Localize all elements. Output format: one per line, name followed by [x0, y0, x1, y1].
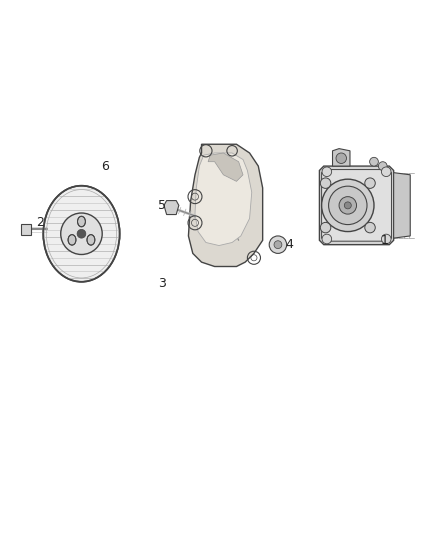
Polygon shape: [394, 173, 410, 238]
Ellipse shape: [61, 213, 102, 254]
Text: 2: 2: [36, 216, 44, 229]
Circle shape: [336, 153, 346, 164]
Polygon shape: [188, 144, 263, 266]
Text: 5: 5: [158, 199, 166, 212]
Circle shape: [321, 179, 374, 231]
Circle shape: [339, 197, 357, 214]
Circle shape: [381, 167, 391, 176]
Polygon shape: [321, 169, 392, 241]
Circle shape: [77, 229, 86, 238]
Text: 6: 6: [102, 159, 110, 173]
Circle shape: [322, 234, 332, 244]
Circle shape: [381, 234, 391, 244]
Circle shape: [320, 222, 331, 233]
Ellipse shape: [87, 235, 95, 245]
Ellipse shape: [43, 185, 120, 282]
Polygon shape: [319, 166, 394, 245]
Polygon shape: [195, 153, 252, 246]
Polygon shape: [21, 224, 31, 235]
Circle shape: [269, 236, 287, 253]
Polygon shape: [208, 153, 243, 181]
Text: 1: 1: [381, 234, 389, 247]
Circle shape: [365, 222, 375, 233]
Circle shape: [365, 178, 375, 188]
Circle shape: [320, 178, 331, 188]
Circle shape: [328, 186, 367, 224]
Circle shape: [344, 202, 351, 209]
Circle shape: [378, 161, 387, 171]
Polygon shape: [332, 149, 350, 166]
Ellipse shape: [68, 235, 76, 245]
Polygon shape: [164, 200, 179, 215]
Text: 4: 4: [285, 238, 293, 251]
Circle shape: [274, 241, 282, 248]
Circle shape: [370, 157, 378, 166]
Ellipse shape: [78, 216, 85, 227]
Text: 3: 3: [158, 278, 166, 290]
Circle shape: [322, 167, 332, 176]
